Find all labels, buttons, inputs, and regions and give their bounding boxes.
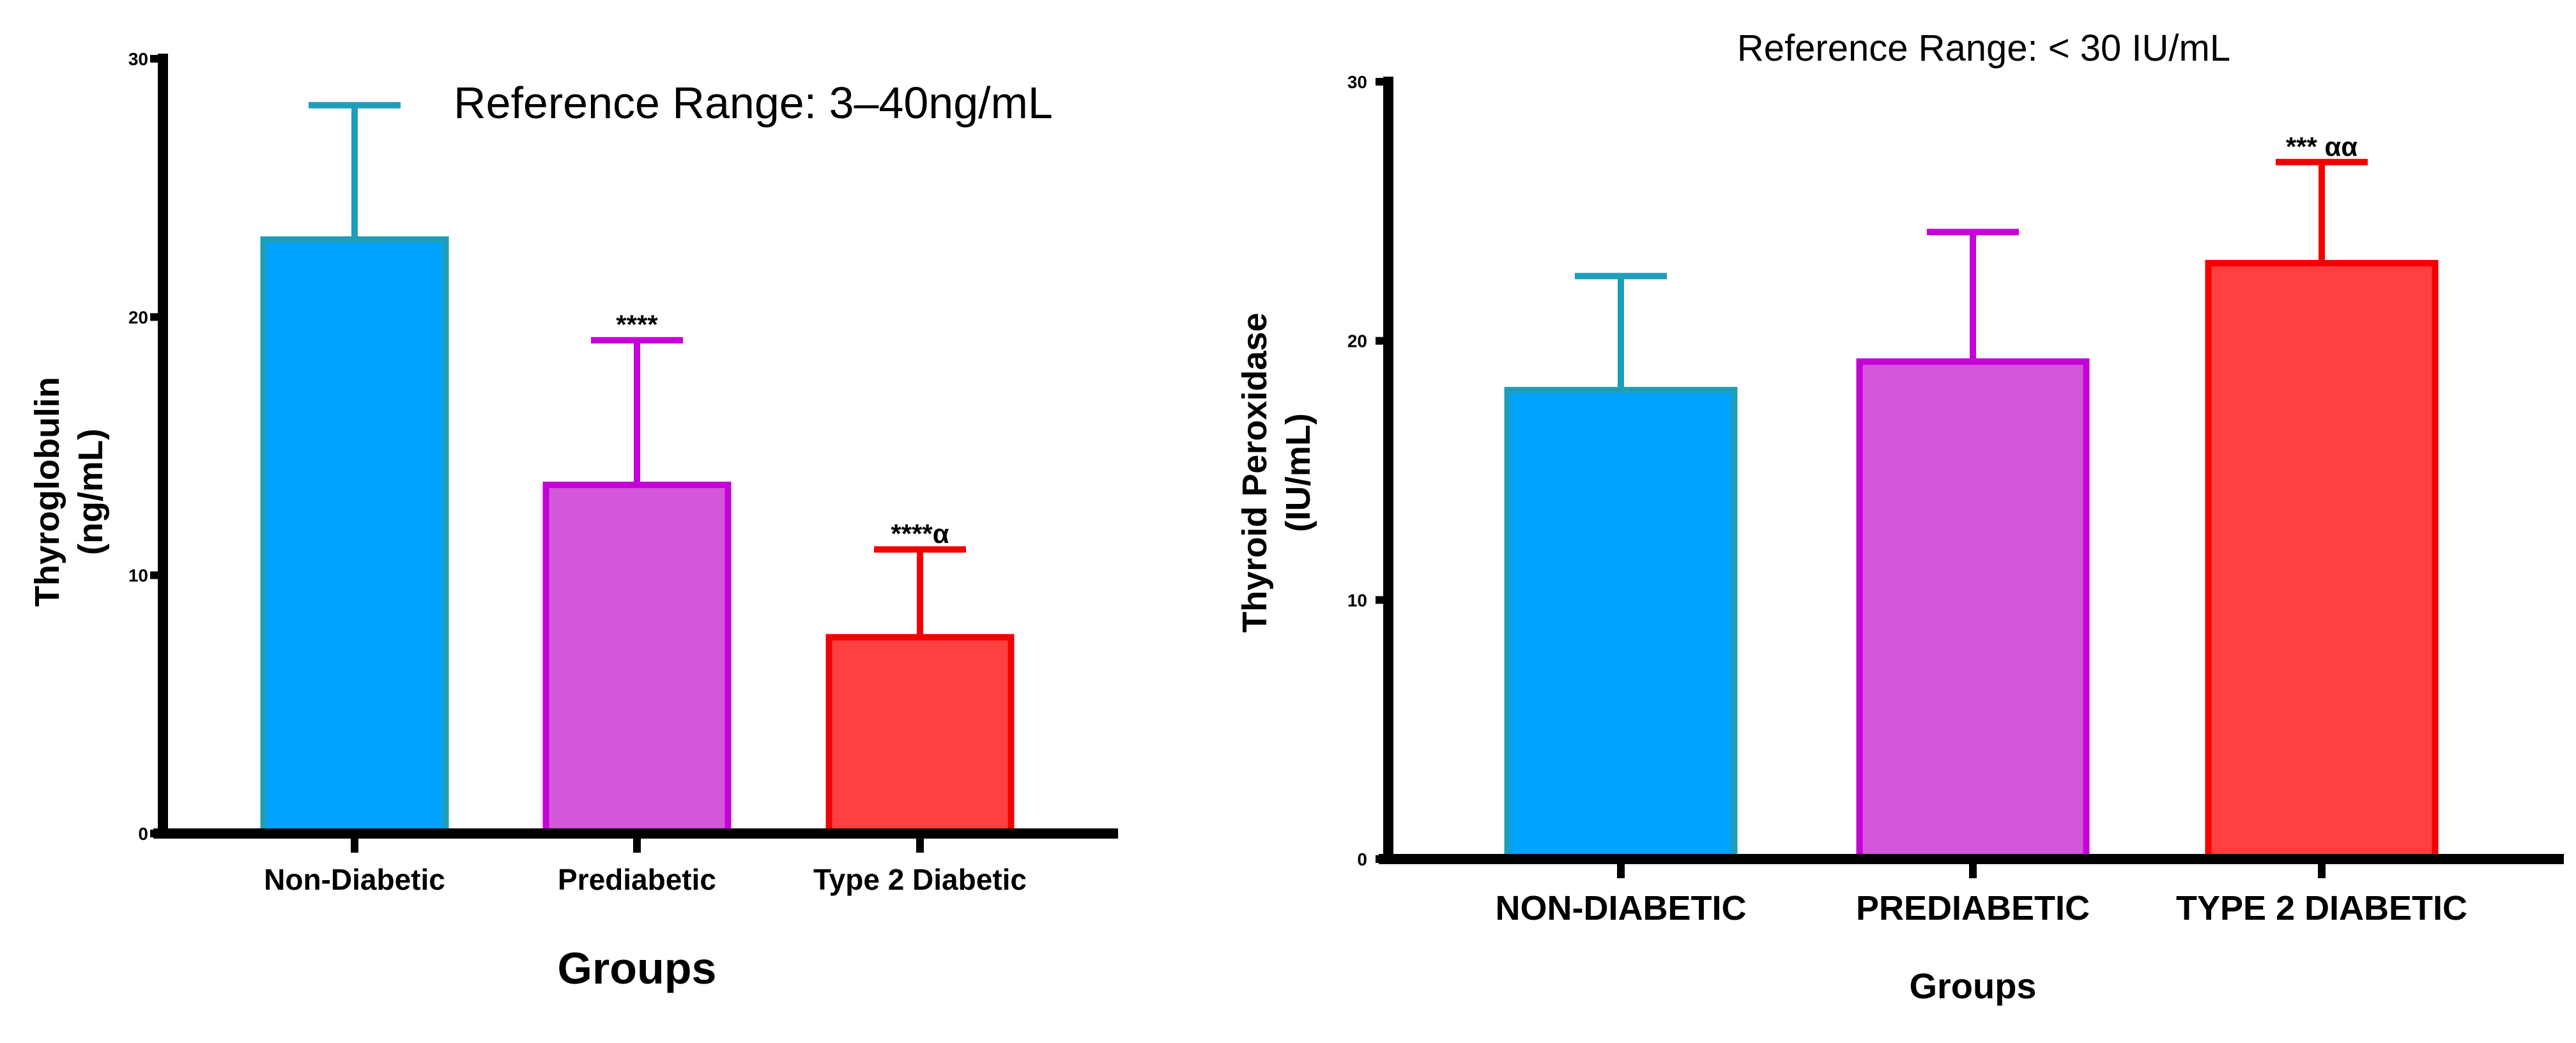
- chart-a-bar-prediabetic: [542, 482, 732, 837]
- chart-a-category-label-non-diabetic: Non-Diabetic: [264, 863, 445, 896]
- chart-b-bar-non-diabetic: [1504, 386, 1738, 862]
- chart-a-ylabel-line1: Thyroglobulin: [28, 377, 66, 607]
- chart-b-category-label-non-diabetic: NON-DIABETIC: [1496, 889, 1747, 927]
- chart-a-ylabel-group: Thyroglobulin (ng/mL): [28, 377, 110, 607]
- chart-a-category-label-prediabetic: Prediabetic: [558, 863, 716, 896]
- chart-a-category-label-type-2-diabetic: Type 2 Diabetic: [813, 863, 1027, 896]
- chart-a-significance-prediabetic: ****: [616, 310, 658, 340]
- thyroglobulin-chart: Reference Range: 3–40ng/mL Thyroglobulin…: [28, 49, 1118, 993]
- chart-b-category-label-type-2-diabetic: TYPE 2 DIABETIC: [2176, 889, 2467, 927]
- chart-a-bar-type-2-diabetic: [825, 634, 1015, 837]
- chart-b-bar-type-2-diabetic: [2205, 259, 2439, 862]
- chart-b-ylabel-group: Thyroid Peroxidase (IU/mL): [1236, 312, 1317, 632]
- chart-a-y-ticks: 0 10 20 30: [128, 49, 163, 844]
- chart-b-ylabel-line1: Thyroid Peroxidase: [1236, 312, 1274, 632]
- chart-a-ytick-label-0: 0: [138, 824, 148, 844]
- chart-b-category-label-prediabetic: PREDIABETIC: [1856, 889, 2090, 927]
- chart-b-significance-type-2-diabetic: *** αα: [2286, 132, 2358, 162]
- chart-a-xlabel: Groups: [558, 943, 717, 993]
- chart-b-bar-prediabetic: [1856, 358, 2090, 862]
- chart-a-ytick-label-2: 20: [128, 307, 148, 327]
- chart-a-bar-non-diabetic: [260, 236, 449, 837]
- chart-b-x-labels: NON-DIABETIC PREDIABETIC TYPE 2 DIABETIC: [1496, 859, 2467, 927]
- chart-b-y-ticks: 0 10 20 30: [1347, 72, 1388, 869]
- chart-a-bars: **** ****α: [260, 102, 1015, 837]
- chart-b-xlabel: Groups: [1909, 966, 2036, 1006]
- thyroid-peroxidase-chart: Reference Range: < 30 IU/mL Thyroid Pero…: [1236, 27, 2564, 1006]
- chart-a-ylabel-line2: (ng/mL): [72, 429, 110, 555]
- chart-a-significance-type-2-diabetic: ****α: [891, 519, 949, 549]
- chart-b-title: Reference Range: < 30 IU/mL: [1737, 27, 2230, 69]
- chart-b-ytick-label-3: 30: [1347, 72, 1367, 92]
- chart-b-ytick-label-0: 0: [1357, 849, 1367, 869]
- chart-b-ytick-label-2: 20: [1347, 331, 1367, 351]
- chart-a-title: Reference Range: 3–40ng/mL: [454, 78, 1053, 128]
- chart-b-ylabel-line2: (IU/mL): [1279, 413, 1317, 532]
- chart-b-ytick-label-1: 10: [1347, 590, 1367, 610]
- chart-a-ytick-label-1: 10: [128, 566, 148, 586]
- chart-a-x-labels: Non-Diabetic Prediabetic Type 2 Diabetic: [264, 834, 1027, 896]
- chart-b-bars: *** αα: [1504, 132, 2439, 862]
- chart-a-ytick-label-3: 30: [128, 49, 148, 69]
